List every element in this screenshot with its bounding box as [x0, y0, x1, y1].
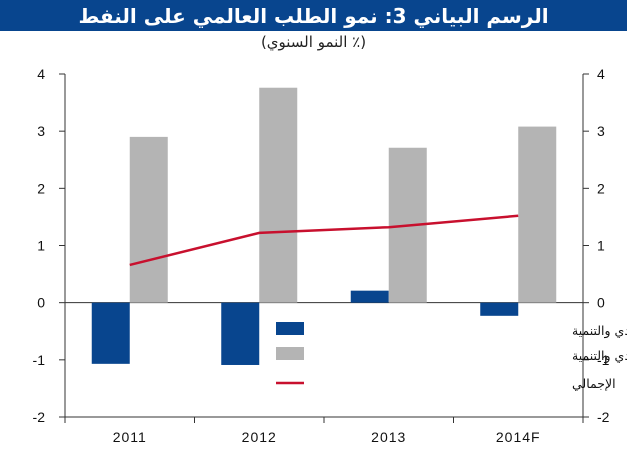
y-tick-label-right: 1 — [597, 238, 605, 254]
legend-swatch — [276, 347, 304, 360]
bar — [221, 302, 260, 365]
legend-swatch — [276, 322, 304, 335]
bar — [480, 302, 519, 316]
y-tick-label-right: 0 — [597, 295, 605, 311]
bar — [518, 126, 557, 303]
bar — [91, 302, 130, 364]
x-tick-label: 2011 — [113, 429, 147, 445]
bar — [350, 290, 389, 303]
bar — [259, 87, 298, 303]
y-tick-label-right: -2 — [597, 409, 610, 425]
chart-bars — [91, 87, 557, 365]
y-tick-label-left: -2 — [33, 409, 46, 425]
y-tick-label-right: 3 — [597, 123, 605, 139]
legend-label: دول من خارج منظمة التعاون الاقتصادي والت… — [572, 348, 627, 364]
chart-legend: دول أعضاء منظمة التعاون الاقتصادي والتنم… — [276, 322, 627, 391]
series-line — [129, 214, 519, 267]
legend-label: الإجمالي — [572, 376, 616, 391]
y-tick-label-left: 1 — [37, 238, 45, 254]
bar — [129, 136, 168, 303]
chart-lines — [129, 214, 519, 267]
y-tick-label-left: 3 — [37, 123, 45, 139]
y-tick-label-right: -1 — [597, 352, 610, 368]
legend-label: دول أعضاء منظمة التعاون الاقتصادي والتنم… — [572, 322, 627, 339]
x-tick-label: 2012 — [242, 429, 277, 445]
chart-ticks: -2 -2 -1 -1 0 0 1 1 2 2 3 3 4 4 2011 2012 2013 2014F — [33, 66, 610, 445]
y-tick-label-right: 4 — [597, 66, 605, 82]
y-tick-label-left: 4 — [37, 66, 45, 82]
y-tick-label-right: 2 — [597, 180, 605, 196]
x-tick-label: 2014F — [496, 429, 541, 445]
chart-title: الرسم البياني 3: نمو الطلب العالمي على ا… — [78, 3, 549, 28]
x-tick-label: 2013 — [371, 429, 406, 445]
chart-subtitle: (٪ النمو السنوي) — [260, 33, 367, 51]
y-tick-label-left: 2 — [37, 180, 45, 196]
chart-title-bar: الرسم البياني 3: نمو الطلب العالمي على ا… — [0, 0, 627, 31]
y-tick-label-left: 0 — [37, 295, 45, 311]
y-tick-label-left: -1 — [33, 352, 46, 368]
